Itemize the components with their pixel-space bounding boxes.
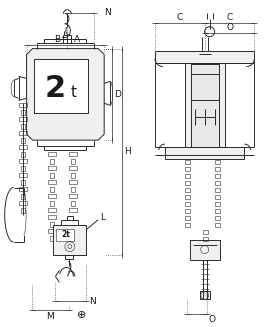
Bar bbox=[215, 174, 220, 178]
Text: O: O bbox=[208, 315, 215, 324]
Bar bbox=[155, 51, 254, 62]
Bar bbox=[50, 201, 54, 206]
Text: B: B bbox=[54, 35, 61, 44]
Bar bbox=[19, 131, 27, 135]
Bar bbox=[185, 174, 190, 178]
Text: M: M bbox=[47, 312, 54, 321]
Bar bbox=[50, 173, 54, 178]
Bar bbox=[21, 138, 25, 143]
Text: O: O bbox=[226, 23, 233, 32]
Bar bbox=[200, 291, 210, 299]
Text: H: H bbox=[124, 147, 131, 156]
Polygon shape bbox=[27, 49, 104, 140]
Bar bbox=[49, 180, 56, 184]
Bar bbox=[50, 159, 54, 164]
Bar bbox=[71, 187, 75, 192]
Bar bbox=[19, 173, 27, 177]
Bar bbox=[69, 208, 77, 212]
Bar bbox=[215, 209, 220, 213]
Bar bbox=[21, 124, 25, 129]
Bar bbox=[19, 159, 27, 163]
Bar bbox=[185, 209, 190, 213]
Bar bbox=[54, 225, 86, 254]
Bar bbox=[49, 194, 56, 198]
Text: 2t: 2t bbox=[61, 230, 70, 239]
Bar bbox=[50, 187, 54, 192]
Text: L: L bbox=[100, 213, 105, 222]
Bar bbox=[19, 187, 27, 191]
Bar bbox=[215, 167, 220, 171]
Bar bbox=[215, 160, 220, 164]
Bar bbox=[49, 215, 56, 219]
Bar bbox=[50, 236, 54, 241]
Text: C: C bbox=[227, 13, 233, 22]
Bar bbox=[215, 188, 220, 192]
Bar bbox=[215, 202, 220, 206]
Bar bbox=[49, 152, 56, 156]
Bar bbox=[190, 240, 220, 260]
Bar bbox=[21, 208, 25, 213]
Bar bbox=[21, 110, 25, 115]
Text: 2: 2 bbox=[45, 74, 66, 103]
Bar bbox=[69, 152, 77, 156]
Bar bbox=[49, 208, 56, 212]
Bar bbox=[185, 188, 190, 192]
Bar bbox=[21, 166, 25, 171]
Bar bbox=[185, 216, 190, 220]
Bar bbox=[185, 167, 190, 171]
Bar bbox=[215, 195, 220, 199]
Bar bbox=[21, 180, 25, 185]
Bar bbox=[49, 229, 56, 232]
Bar bbox=[215, 223, 220, 227]
Bar bbox=[19, 145, 27, 149]
Text: D: D bbox=[114, 90, 121, 99]
Bar bbox=[21, 194, 25, 199]
Bar bbox=[69, 194, 77, 198]
Bar bbox=[69, 180, 77, 184]
Bar bbox=[185, 223, 190, 227]
Bar bbox=[69, 166, 77, 170]
Bar bbox=[185, 195, 190, 199]
Bar bbox=[50, 222, 54, 227]
Bar bbox=[185, 51, 225, 155]
Text: t: t bbox=[70, 85, 76, 100]
Bar bbox=[185, 160, 190, 164]
Bar bbox=[203, 237, 208, 241]
Bar bbox=[215, 216, 220, 220]
Bar bbox=[185, 202, 190, 206]
Bar bbox=[71, 173, 75, 178]
Bar bbox=[165, 147, 244, 159]
Text: N: N bbox=[104, 8, 110, 17]
Bar bbox=[215, 181, 220, 185]
Bar bbox=[19, 201, 27, 205]
Bar bbox=[49, 166, 56, 170]
Bar bbox=[185, 181, 190, 185]
Text: ⊕: ⊕ bbox=[77, 310, 86, 320]
Bar bbox=[71, 159, 75, 164]
Bar bbox=[191, 64, 219, 147]
Text: N: N bbox=[89, 297, 96, 306]
Text: C: C bbox=[177, 13, 183, 22]
Bar bbox=[21, 152, 25, 157]
Bar bbox=[203, 230, 208, 234]
Bar bbox=[71, 201, 75, 206]
Bar bbox=[33, 59, 88, 113]
Bar bbox=[19, 117, 27, 121]
Text: A: A bbox=[74, 35, 80, 44]
Bar bbox=[56, 229, 74, 241]
Bar bbox=[19, 103, 27, 107]
